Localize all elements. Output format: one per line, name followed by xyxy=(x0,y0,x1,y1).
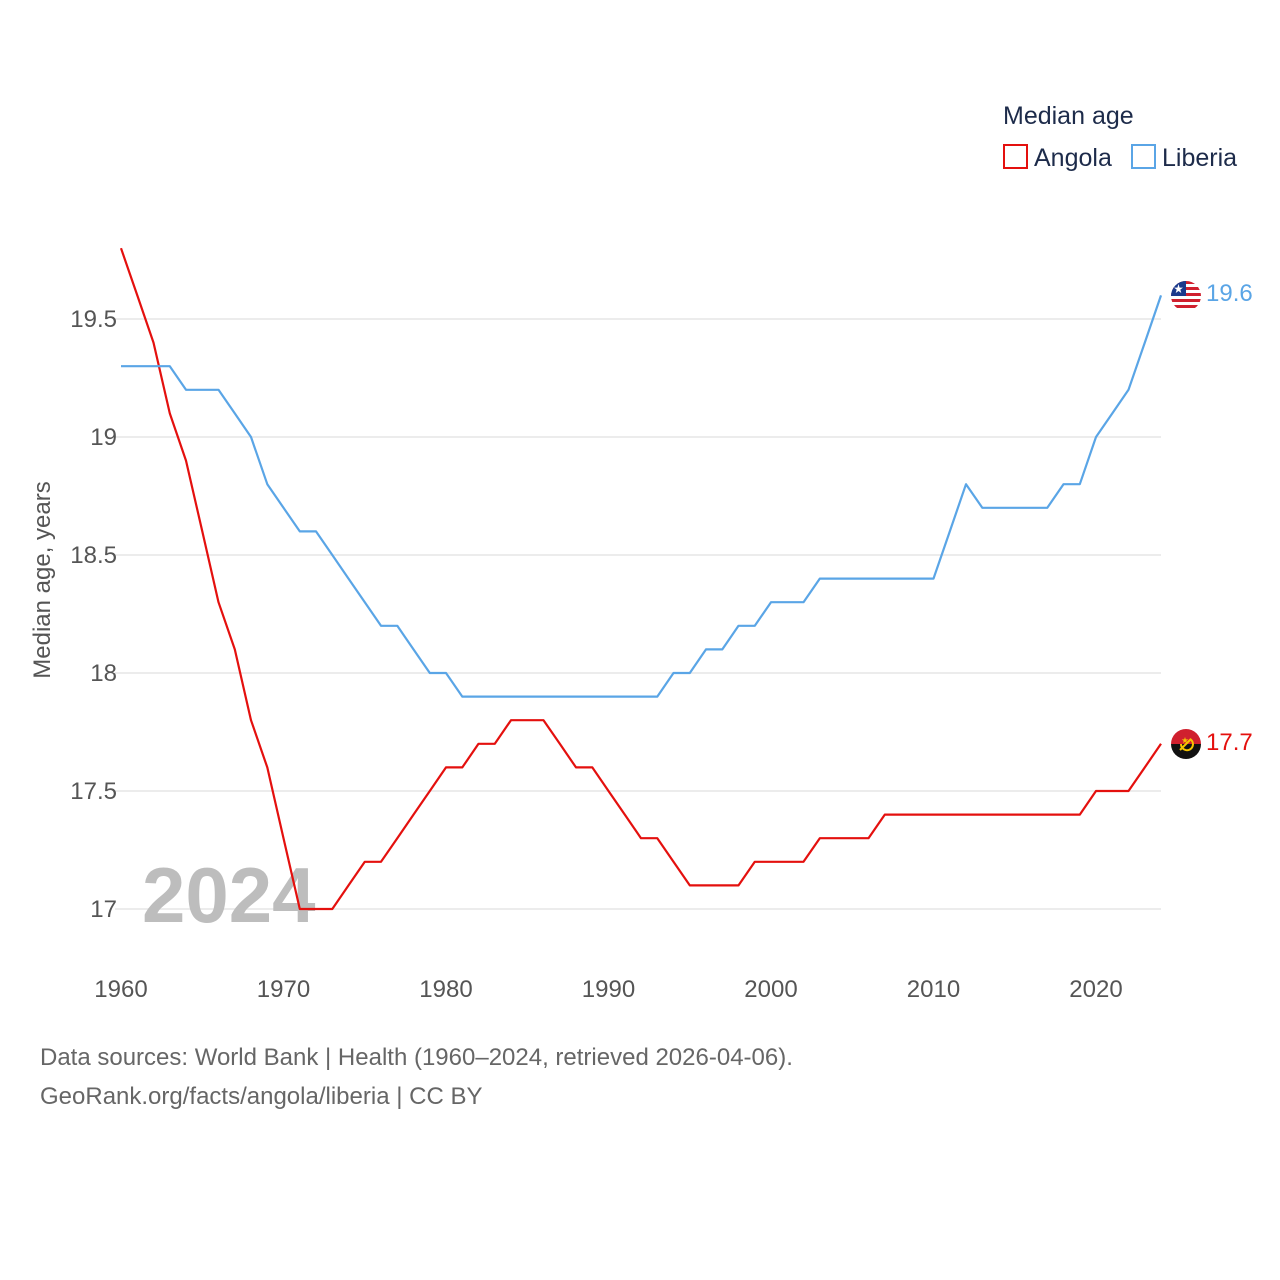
series-lines xyxy=(119,247,1163,911)
legend-swatch-liberia xyxy=(1131,144,1156,169)
y-tick-label: 17 xyxy=(90,896,117,923)
legend-label-liberia: Liberia xyxy=(1162,144,1237,172)
legend-label-angola: Angola xyxy=(1034,144,1112,172)
end-label-angola: 17.7 xyxy=(1206,729,1253,756)
legend-item-liberia[interactable]: Liberia xyxy=(1131,144,1237,172)
x-tick-label: 2010 xyxy=(907,976,960,1003)
series-line-liberia[interactable] xyxy=(121,295,1163,698)
legend-item-angola[interactable]: Angola xyxy=(1003,144,1112,172)
x-tick-label: 1990 xyxy=(582,976,635,1003)
y-axis-title: Median age, years xyxy=(29,481,56,678)
footer-sources: Data sources: World Bank | Health (1960–… xyxy=(40,1044,793,1071)
x-tick-label: 1980 xyxy=(419,976,472,1003)
y-tick-label: 17.5 xyxy=(70,778,117,805)
footer-license[interactable]: GeoRank.org/facts/angola/liberia | CC BY xyxy=(40,1083,483,1110)
line-chart: 17 17.5 18 18.5 19 19.5 1960 1970 1980 1990 2000 2… xyxy=(29,102,1253,1003)
legend-title: Median age xyxy=(1003,102,1134,130)
legend-swatch-angola xyxy=(1003,144,1028,169)
liberia-flag-icon xyxy=(1171,281,1201,311)
x-tick-label: 2020 xyxy=(1069,976,1122,1003)
y-tick-label: 18.5 xyxy=(70,542,117,569)
y-tick-label: 18 xyxy=(90,660,117,687)
gridlines xyxy=(115,318,1161,910)
x-axis-ticks: 1960 1970 1980 1990 2000 2010 2020 xyxy=(94,976,1122,1003)
year-watermark: 2024 xyxy=(142,851,316,939)
x-tick-label: 2000 xyxy=(744,976,797,1003)
y-axis-ticks: 17 17.5 18 18.5 19 19.5 xyxy=(70,306,117,923)
series-line-angola[interactable] xyxy=(119,247,1162,911)
y-tick-label: 19.5 xyxy=(70,306,117,333)
y-tick-label: 19 xyxy=(90,424,117,451)
legend[interactable]: Median age Angola Liberia xyxy=(1003,102,1237,172)
end-label-liberia: 19.6 xyxy=(1206,280,1253,307)
x-tick-label: 1960 xyxy=(94,976,147,1003)
x-tick-label: 1970 xyxy=(257,976,310,1003)
angola-flag-icon xyxy=(1171,729,1201,759)
